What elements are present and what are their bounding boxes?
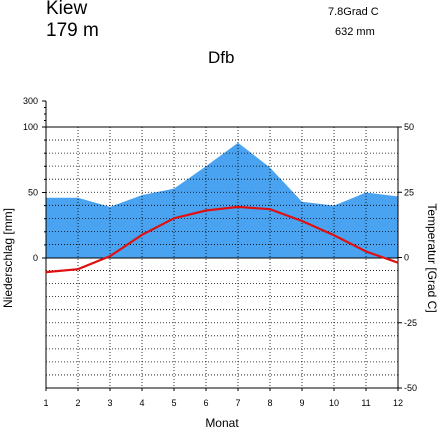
x-tick-label: 1	[43, 398, 48, 408]
x-tick-label: 12	[393, 398, 403, 408]
annual-precipitation: 632 mm	[335, 26, 375, 38]
station-name: Kiew	[46, 0, 88, 19]
x-tick-label: 3	[107, 398, 112, 408]
x-axis-title: Monat	[205, 416, 239, 430]
right-tick-label: -25	[404, 318, 417, 328]
left-tick-label: 100	[23, 122, 38, 132]
y-axis-title-left: Niederschlag [mm]	[1, 208, 15, 308]
mean-temperature: 7.8Grad C	[328, 6, 379, 18]
x-tick-label: 6	[203, 398, 208, 408]
climate-class: Dfb	[208, 48, 235, 67]
precipitation-area	[46, 142, 398, 258]
right-tick-label: 0	[404, 253, 409, 263]
right-tick-label: 50	[404, 122, 414, 132]
x-tick-label: 2	[75, 398, 80, 408]
left-tick-label: 50	[28, 188, 38, 198]
x-tick-label: 10	[329, 398, 339, 408]
temperature-line	[45, 205, 399, 274]
x-tick-label: 4	[139, 398, 144, 408]
left-tick-label: 0	[33, 253, 38, 263]
right-tick-label: -50	[404, 383, 417, 393]
x-tick-label: 5	[171, 398, 176, 408]
right-tick-label: 25	[404, 187, 414, 197]
x-tick-label: 11	[361, 398, 370, 408]
x-tick-label: 8	[267, 398, 272, 408]
left-tick-label: 300	[23, 96, 38, 106]
x-tick-label: 7	[235, 398, 240, 408]
x-tick-label: 9	[299, 398, 304, 408]
station-elevation: 179 m	[46, 20, 99, 41]
y-axis-title-right: Temperatur [Grad C]	[425, 203, 439, 312]
